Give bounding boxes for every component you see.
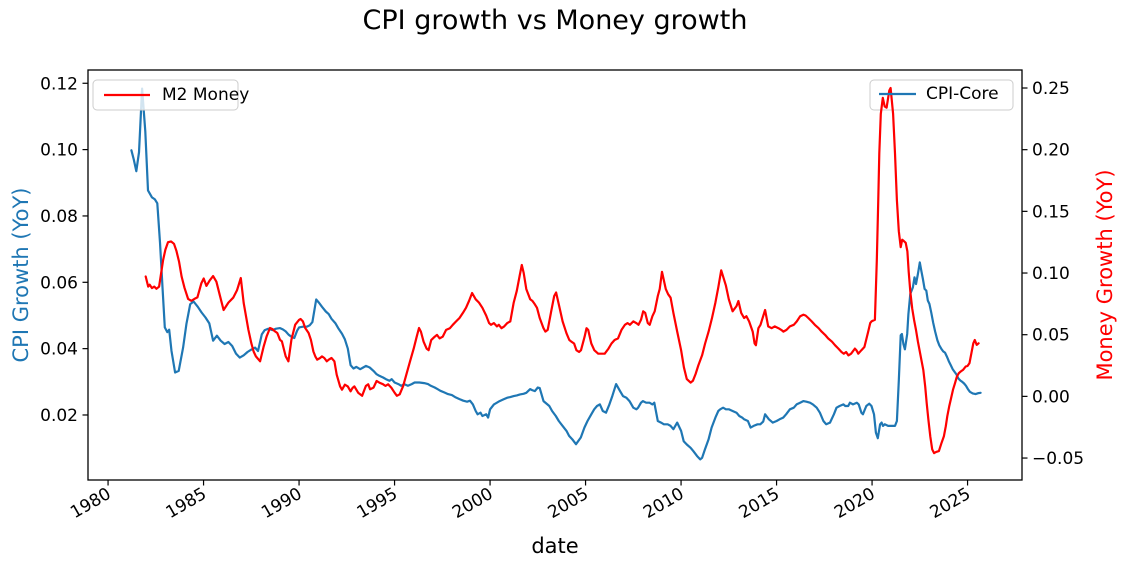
legend-label-m2-money: M2 Money (162, 85, 250, 105)
left-axis-label: CPI Growth (YoY) (9, 187, 33, 363)
right-y-tick-label: 0.00 (1032, 387, 1070, 407)
left-y-tick-label: 0.12 (40, 74, 78, 94)
legend-box-cpi-core (869, 79, 1014, 111)
left-y-tick-label: 0.10 (40, 141, 78, 161)
x-tick-label: 2010 (640, 484, 687, 523)
chart-title: CPI growth vs Money growth (362, 5, 748, 36)
right-y-tick-label: 0.10 (1032, 264, 1070, 284)
left-y-tick-label: 0.08 (40, 207, 78, 227)
legend-label-cpi-core: CPI-Core (926, 84, 999, 104)
right-axis-label: Money Growth (YoY) (1093, 169, 1117, 381)
right-y-tick-label: 0.05 (1032, 326, 1070, 346)
x-tick-label: 1980 (67, 484, 114, 523)
x-tick-label: 2000 (449, 484, 496, 523)
x-axis-label: date (531, 534, 579, 558)
x-tick-label: 1995 (354, 484, 401, 523)
m2-money-line (144, 86, 980, 455)
x-tick-label: 1985 (163, 484, 210, 523)
axes-spines (87, 69, 1023, 481)
right-y-tick-label: 0.15 (1032, 202, 1070, 222)
x-tick-label: 2005 (545, 484, 592, 523)
x-tick-label: 1990 (258, 484, 305, 523)
left-y-tick-label: 0.02 (40, 406, 78, 426)
cpi-core-line (130, 87, 982, 461)
left-y-tick-label: 0.04 (40, 340, 78, 360)
x-tick-label: 2015 (736, 484, 783, 523)
x-tick-label: 2020 (831, 484, 878, 523)
legend-box-m2-money (92, 79, 239, 111)
right-y-tick-label: −0.05 (1032, 449, 1084, 469)
x-tick-label: 2025 (927, 484, 974, 523)
left-y-tick-label: 0.06 (40, 273, 78, 293)
right-y-tick-label: 0.20 (1032, 141, 1070, 161)
right-y-tick-label: 0.25 (1032, 79, 1070, 99)
